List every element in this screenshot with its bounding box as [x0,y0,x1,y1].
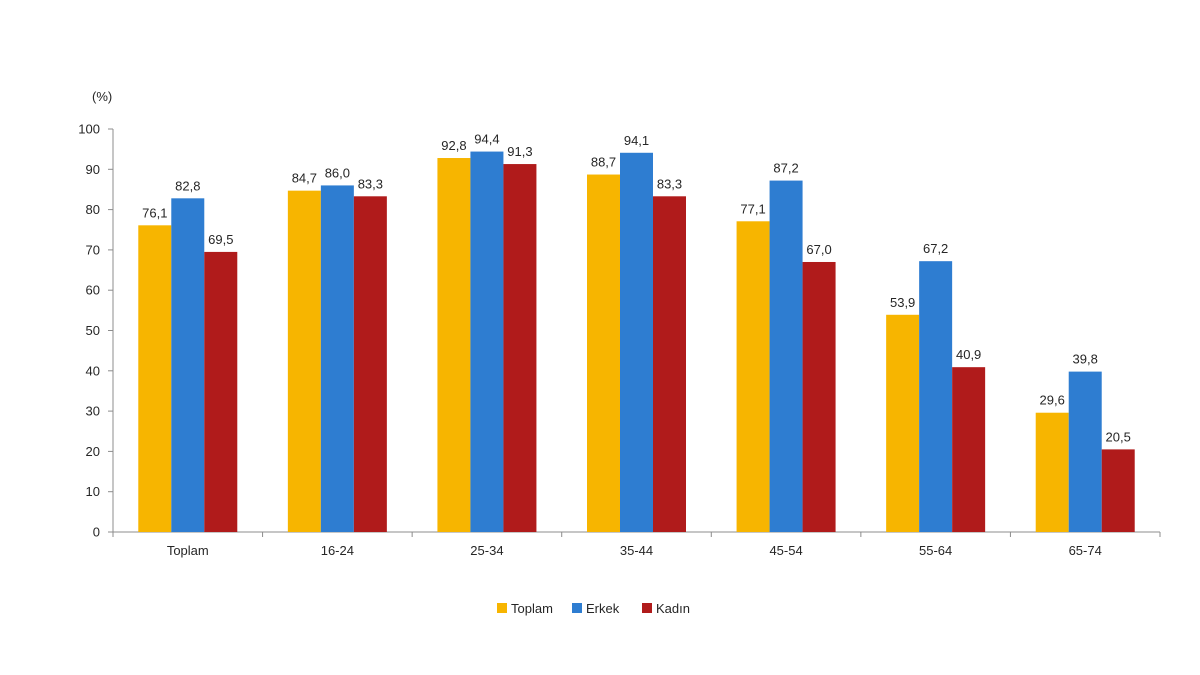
bar-toplam-65-74 [1035,412,1069,532]
bar-erkek-45-54 [769,180,803,533]
legend-item: Toplam [497,601,553,616]
y-axis: 0 10 20 30 40 50 60 70 80 90 100 [78,122,114,540]
x-tick-label: 55-64 [919,543,952,558]
data-label: 76,1 [142,205,167,220]
data-label: 92,8 [441,138,466,153]
bar-kad-n-25-34 [503,164,537,532]
legend-swatch [642,603,652,613]
bar-kad-n-65-74 [1101,449,1135,532]
data-label: 39,8 [1073,352,1098,367]
bar-toplam-35-44 [587,174,620,532]
bar-erkek-16-24 [320,185,354,533]
y-tick-label: 40 [86,363,100,378]
bar-toplam-45-54 [736,221,770,533]
y-tick-label: 0 [93,525,100,540]
legend-label: Toplam [511,601,553,616]
x-tick-label: 35-44 [620,543,653,558]
legend-label: Erkek [586,601,620,616]
bar-toplam-25-34 [437,158,471,533]
data-label: 83,3 [657,176,682,191]
bar-toplam-toplam [138,225,172,532]
y-tick-label: 30 [86,404,100,419]
y-unit-label: (%) [92,89,112,104]
y-tick-label: 80 [86,202,100,217]
bar-erkek-55-64 [919,261,953,532]
y-tick-label: 50 [86,323,100,338]
x-tick-label: 16-24 [321,543,354,558]
bar-erkek-toplam [171,198,205,533]
bars [138,151,1135,533]
bar-toplam-55-64 [886,314,920,532]
data-label: 67,0 [806,242,831,257]
x-tick-label: 65-74 [1069,543,1102,558]
x-axis: Toplam 16-24 25-34 35-44 45-54 55-64 65-74 [112,531,1161,558]
data-label: 82,8 [175,178,200,193]
bar-erkek-35-44 [620,152,653,533]
data-label: 84,7 [292,171,317,186]
data-label: 29,6 [1040,393,1065,408]
y-tick-label: 60 [86,283,100,298]
data-label: 69,5 [208,232,233,247]
value-labels: 76,1 82,8 69,5 84,7 86,0 83,3 92,8 94,4 91,3 88,7… [142,132,1131,445]
y-tick-label: 90 [86,162,100,177]
y-tick-label: 70 [86,242,100,257]
bar-kad-n-16-24 [353,196,387,532]
legend-swatch [572,603,582,613]
bar-kad-n-35-44 [653,196,686,532]
data-label: 20,5 [1106,429,1131,444]
x-tick-label: 45-54 [769,543,802,558]
legend-item: Erkek [572,601,620,616]
data-label: 94,1 [624,133,649,148]
legend-swatch [497,603,507,613]
data-label: 91,3 [507,144,532,159]
legend-item: Kadın [642,601,690,616]
data-label: 83,3 [358,176,383,191]
bar-kad-n-45-54 [802,261,836,532]
y-tick-label: 20 [86,444,100,459]
data-label: 88,7 [591,155,616,170]
y-tick-label: 10 [86,484,100,499]
data-label: 77,1 [740,201,765,216]
bar-erkek-25-34 [470,151,504,532]
legend: Toplam Erkek Kadın [497,601,690,616]
data-label: 94,4 [474,132,499,147]
data-label: 53,9 [890,295,915,310]
bar-toplam-16-24 [287,190,321,532]
data-label: 87,2 [773,161,798,176]
legend-label: Kadın [656,601,690,616]
x-tick-label: Toplam [167,543,209,558]
bar-kad-n-55-64 [952,367,986,532]
x-tick-label: 25-34 [470,543,503,558]
y-tick-label: 100 [78,122,100,137]
data-label: 86,0 [325,165,350,180]
data-label: 67,2 [923,241,948,256]
data-label: 40,9 [956,347,981,362]
bar-kad-n-toplam [204,251,238,533]
bar-erkek-65-74 [1068,371,1102,532]
